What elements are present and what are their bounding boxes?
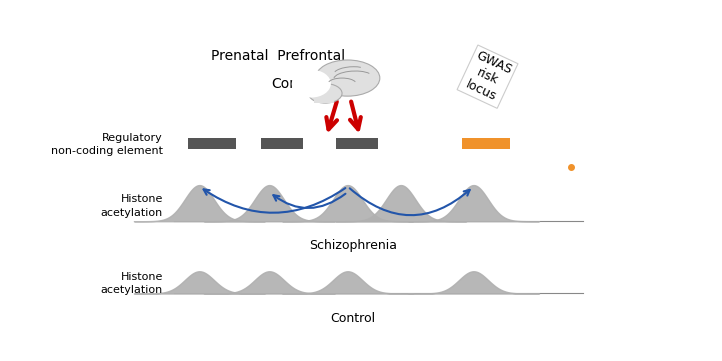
Bar	[462, 138, 510, 149]
Ellipse shape	[316, 60, 380, 96]
Bar	[314, 92, 334, 103]
Text: Regulatory
non-coding element: Regulatory non-coding element	[51, 133, 163, 156]
Bar	[261, 138, 303, 149]
Bar	[336, 138, 378, 149]
Ellipse shape	[292, 70, 331, 97]
Text: Histone
acetylation: Histone acetylation	[101, 194, 163, 218]
Text: Cortex: Cortex	[271, 77, 318, 91]
Text: Prenatal  Prefrontal: Prenatal Prefrontal	[211, 49, 345, 63]
Text: GWAS
risk
locus: GWAS risk locus	[461, 49, 514, 104]
Text: Control: Control	[331, 312, 376, 325]
Text: Histone
acetylation: Histone acetylation	[101, 272, 163, 295]
Text: Schizophrenia: Schizophrenia	[309, 239, 397, 252]
Bar	[188, 138, 235, 149]
Ellipse shape	[308, 84, 342, 103]
